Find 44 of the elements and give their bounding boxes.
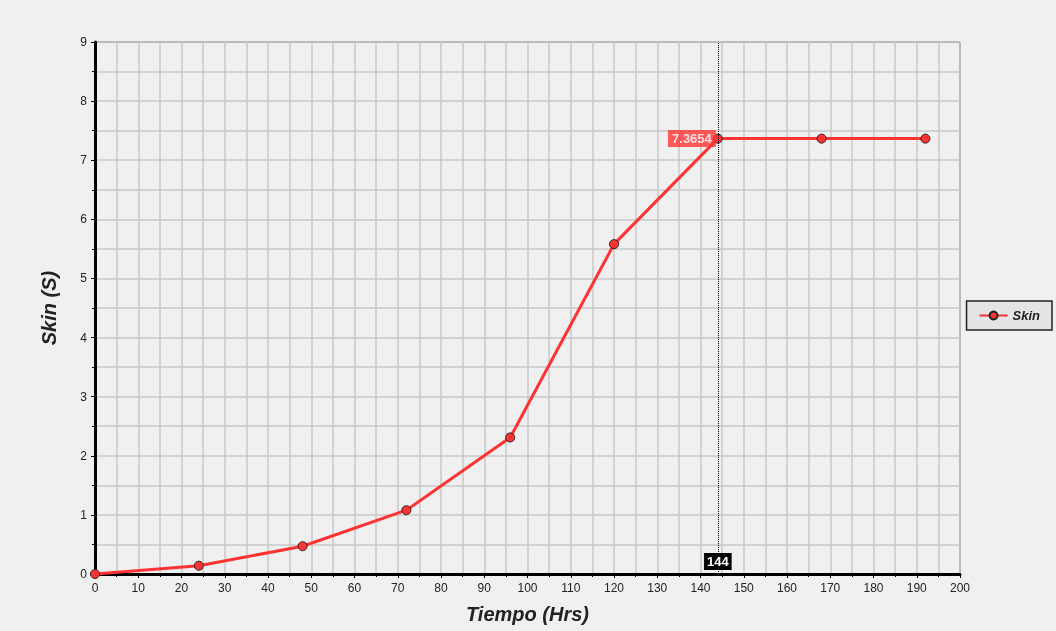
x-tick-label: 80 <box>434 581 448 595</box>
ref-line-label: 144 <box>706 554 730 569</box>
y-tick-label: 0 <box>80 567 88 581</box>
x-tick-label: 160 <box>776 581 798 595</box>
x-tick-label: 110 <box>561 581 581 595</box>
y-tick-label: 5 <box>80 271 88 286</box>
x-tick-label: 60 <box>347 581 362 595</box>
x-tick-label: 140 <box>690 581 711 595</box>
legend-label: Skin <box>1012 308 1041 323</box>
x-tick-label: 0 <box>91 581 99 595</box>
x-tick-label: 180 <box>863 581 884 595</box>
x-tick-label: 100 <box>517 581 538 595</box>
y-tick-label: 2 <box>80 448 88 463</box>
y-tick-label: 8 <box>80 94 88 109</box>
y-tick-label: 1 <box>80 507 88 522</box>
x-tick-label: 150 <box>733 581 755 595</box>
x-tick-label: 190 <box>906 581 928 595</box>
x-tick-label: 120 <box>603 581 625 595</box>
x-tick-label: 90 <box>477 581 492 595</box>
x-tick-label: 200 <box>949 581 971 595</box>
x-axis-title: Tiempo (Hrs) <box>466 603 590 625</box>
point <box>193 560 204 571</box>
y-tick-label: 6 <box>80 212 88 227</box>
point <box>297 541 308 552</box>
annotation: 7.3654 <box>672 131 713 147</box>
x-tick-label: 10 <box>131 581 146 595</box>
x-tick-label: 30 <box>218 581 232 595</box>
x-tick-label: 130 <box>647 581 668 595</box>
y-tick-label: 3 <box>80 389 88 404</box>
x-tick-label: 170 <box>820 581 841 595</box>
y-tick-label: 4 <box>80 330 88 345</box>
x-tick-label: 70 <box>391 581 405 595</box>
x-tick-label: 50 <box>304 581 319 595</box>
point <box>816 133 827 144</box>
point <box>920 133 931 144</box>
point <box>609 239 619 250</box>
y-tick-label: 9 <box>80 35 88 49</box>
x-tick-label: 40 <box>261 581 275 595</box>
y-tick-label: 7 <box>80 153 88 168</box>
point <box>90 569 100 579</box>
point <box>505 432 516 443</box>
point <box>401 505 412 516</box>
y-axis-title: Skin (S) <box>38 270 60 346</box>
x-tick-label: 20 <box>174 581 189 595</box>
